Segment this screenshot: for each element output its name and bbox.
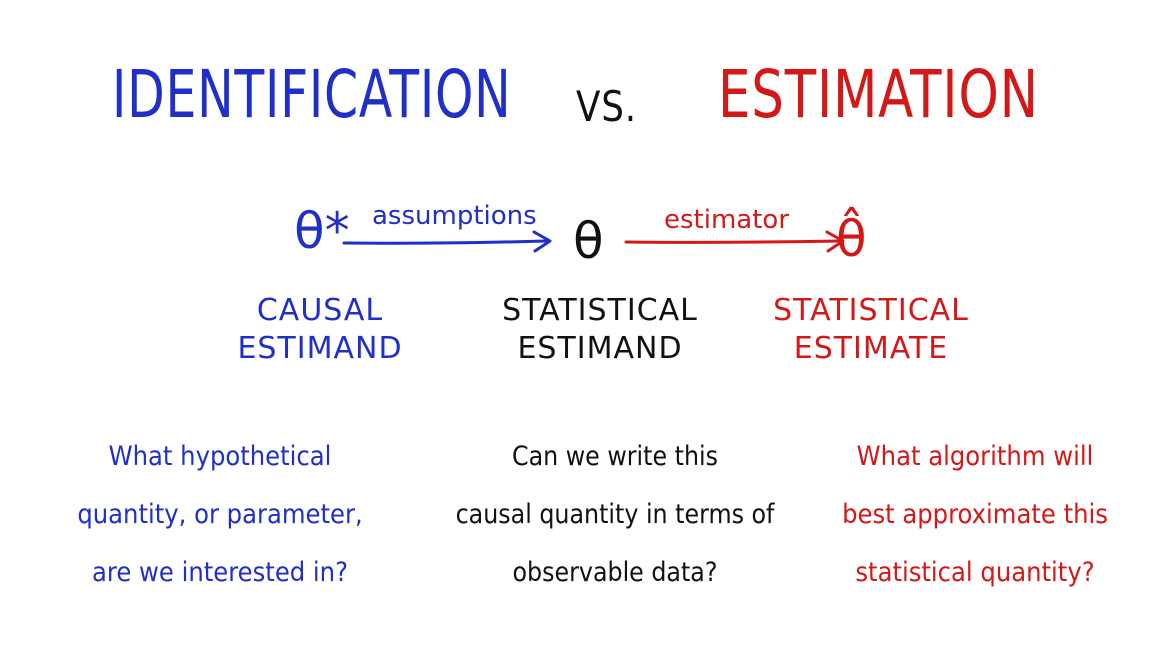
statistical-estimand-symbol: θ [573,212,604,270]
statistical-question: Can we write this causal quantity in ter… [448,428,782,602]
statistical-question-line2: causal quantity in terms of [455,499,775,531]
estimate-question-line2: best approximate this [842,499,1108,531]
estimate-question: What algorithm will best approximate thi… [827,428,1124,602]
estimate-term-line2: ESTIMATE [793,331,949,367]
estimator-label: estimator [664,205,790,235]
statistical-question-line1: Can we write this [511,441,719,472]
causal-question-line2: quantity, or parameter, [77,499,363,531]
causal-question-line1: What hypothetical [108,441,332,472]
statistical-estimand-label: STATISTICAL ESTIMAND [495,292,705,369]
estimate-question-line1: What algorithm will [856,441,1094,472]
estimator-arrow [624,230,845,253]
statistical-estimate-symbol: θ̂ [836,210,867,268]
causal-question-line3: are we interested in? [92,557,348,589]
assumptions-label: assumptions [372,201,537,231]
estimate-term-line1: STATISTICAL [773,293,969,328]
causal-term-line2: ESTIMAND [237,331,403,367]
statistical-term-line2: ESTIMAND [517,331,683,367]
statistical-estimate-label: STATISTICAL ESTIMATE [766,292,976,369]
causal-estimand-symbol: θ* [294,202,350,260]
estimation-title: ESTIMATION [718,56,1039,133]
causal-estimand-label: CAUSAL ESTIMAND [230,292,410,369]
versus-label: VS. [576,82,637,131]
assumptions-arrow [342,230,552,253]
causal-question: What hypothetical quantity, or parameter… [58,428,382,602]
causal-term-line1: CAUSAL [256,293,384,328]
identification-title: IDENTIFICATION [112,56,512,133]
statistical-question-line3: observable data? [512,557,718,589]
statistical-term-line1: STATISTICAL [502,293,698,328]
estimate-question-line3: statistical quantity? [855,557,1095,589]
